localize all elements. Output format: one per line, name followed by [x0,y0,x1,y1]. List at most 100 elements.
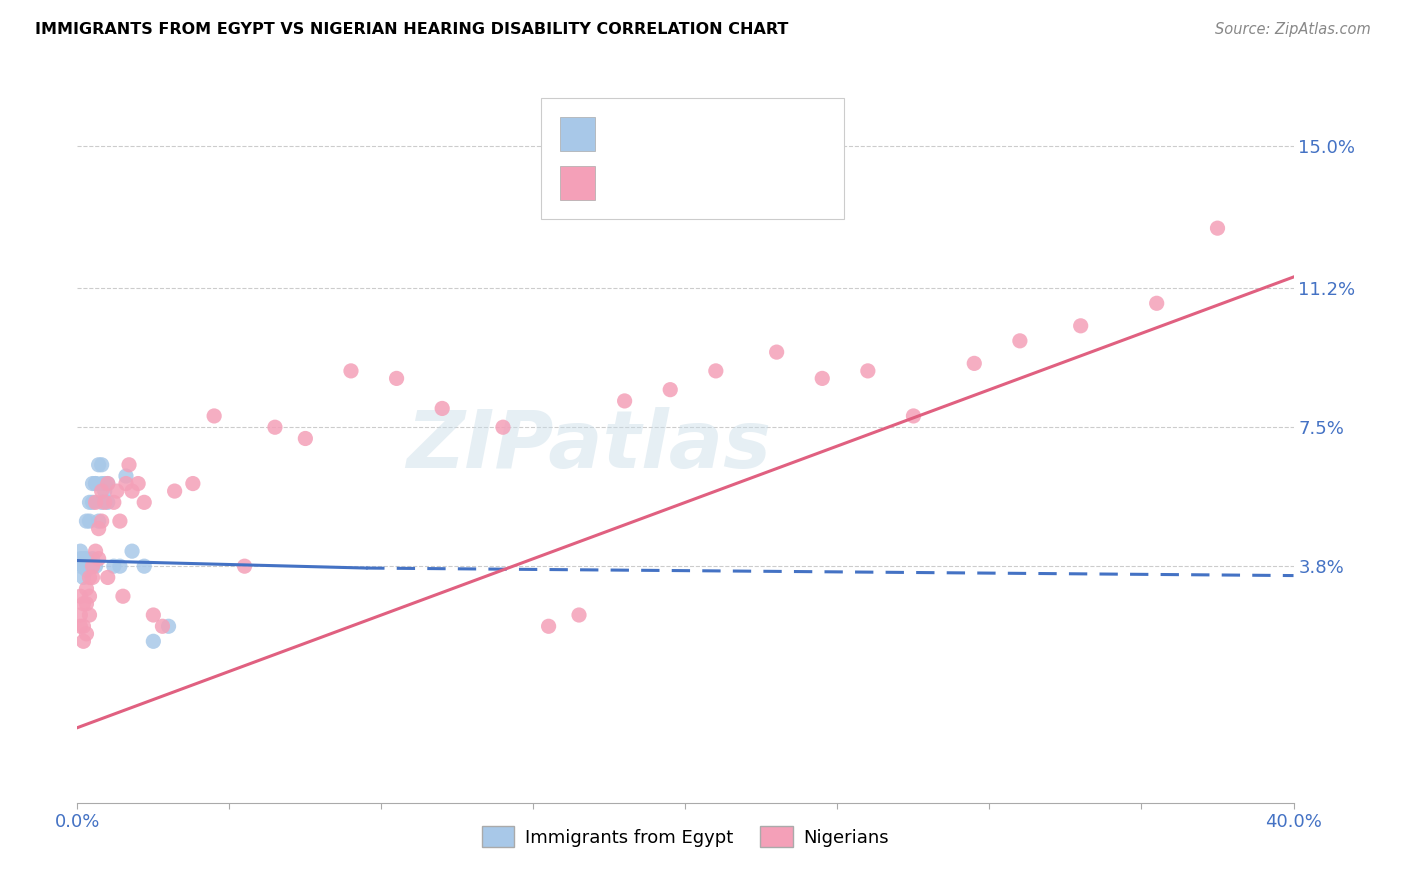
Point [79,570,101,584]
Point [903,409,925,423]
Point [75,514,97,528]
Point [118,458,141,472]
Point [659,383,682,397]
Point [97,495,120,509]
Point [90,514,112,528]
Point [87,551,110,566]
Point [704,364,727,378]
Text: N =: N = [720,174,756,192]
Point [233,559,256,574]
Text: 0.673: 0.673 [650,174,704,192]
Point [82,551,104,566]
Point [1008,334,1031,348]
Point [385,371,408,385]
Text: IMMIGRANTS FROM EGYPT VS NIGERIAN HEARING DISABILITY CORRELATION CHART: IMMIGRANTS FROM EGYPT VS NIGERIAN HEARIN… [35,22,789,37]
Point [87,522,110,536]
Point [82,559,104,574]
Point [90,484,112,499]
Text: Source: ZipAtlas.com: Source: ZipAtlas.com [1215,22,1371,37]
Point [87,458,110,472]
Text: R =: R = [605,174,641,192]
Point [157,619,180,633]
Point [97,570,120,584]
Point [111,589,134,603]
Point [79,589,101,603]
Point [72,634,94,648]
Point [134,559,156,574]
Point [82,559,104,574]
Point [87,514,110,528]
Point [84,544,107,558]
Point [84,495,107,509]
Point [613,393,636,408]
Point [108,514,131,528]
Point [84,559,107,574]
Point [72,559,94,574]
Point [152,619,174,633]
Point [134,495,156,509]
Point [294,432,316,446]
Point [69,559,91,574]
Point [163,484,186,499]
Point [75,627,97,641]
Point [69,619,91,633]
Point [115,469,138,483]
Point [82,495,104,509]
Point [97,476,120,491]
Point [963,356,986,370]
Text: -0.037: -0.037 [650,125,711,143]
Point [142,634,165,648]
Point [93,476,115,491]
Point [90,476,112,491]
Point [264,420,287,434]
Point [181,476,204,491]
Point [93,495,115,509]
Point [121,484,143,499]
Point [856,364,879,378]
Point [105,484,128,499]
Point [108,559,131,574]
Point [72,619,94,633]
Point [75,563,97,577]
Point [75,582,97,596]
Point [142,607,165,622]
Point [93,484,115,499]
Point [79,559,101,574]
Point [1146,296,1168,310]
Point [537,619,560,633]
Point [430,401,453,416]
Point [75,551,97,566]
Point [811,371,834,385]
Point [115,476,138,491]
Point [492,420,515,434]
Point [568,607,591,622]
Point [72,559,94,574]
Point [97,476,120,491]
Point [79,607,101,622]
Point [69,589,91,603]
Point [84,476,107,491]
Point [103,495,125,509]
Point [72,597,94,611]
Point [82,570,104,584]
Text: 58: 58 [756,174,780,192]
Point [79,495,101,509]
Point [72,551,94,566]
Text: N =: N = [720,125,756,143]
Text: 37: 37 [756,125,780,143]
Point [90,495,112,509]
Point [202,409,225,423]
Legend: Immigrants from Egypt, Nigerians: Immigrants from Egypt, Nigerians [474,819,897,855]
Point [75,597,97,611]
Point [90,458,112,472]
Point [765,345,787,359]
Point [79,514,101,528]
Point [69,607,91,622]
Point [75,559,97,574]
Text: ZIPatlas: ZIPatlas [405,407,770,485]
Point [69,544,91,558]
Point [1206,221,1229,235]
Point [84,476,107,491]
Point [121,544,143,558]
Point [72,570,94,584]
